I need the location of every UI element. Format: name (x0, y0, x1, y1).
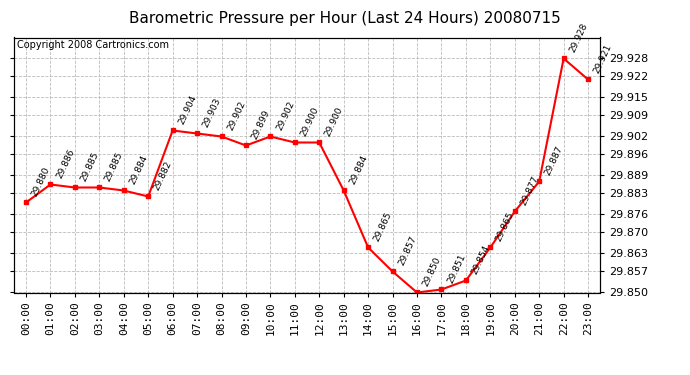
Text: 29.850: 29.850 (421, 256, 443, 288)
Text: 29.903: 29.903 (201, 97, 223, 129)
Text: 29.880: 29.880 (30, 166, 52, 198)
Text: 29.854: 29.854 (470, 244, 491, 276)
Text: 29.904: 29.904 (177, 94, 198, 126)
Text: 29.921: 29.921 (592, 43, 613, 75)
Text: Barometric Pressure per Hour (Last 24 Hours) 20080715: Barometric Pressure per Hour (Last 24 Ho… (129, 11, 561, 26)
Text: 29.885: 29.885 (104, 151, 125, 183)
Text: 29.877: 29.877 (519, 175, 540, 207)
Text: 29.884: 29.884 (128, 154, 149, 186)
Text: 29.928: 29.928 (568, 22, 589, 54)
Text: 29.865: 29.865 (495, 211, 516, 243)
Text: 29.902: 29.902 (226, 100, 247, 132)
Text: 29.887: 29.887 (543, 145, 565, 177)
Text: Copyright 2008 Cartronics.com: Copyright 2008 Cartronics.com (17, 40, 169, 50)
Text: 29.886: 29.886 (55, 148, 76, 180)
Text: 29.900: 29.900 (299, 106, 320, 138)
Text: 29.885: 29.885 (79, 151, 101, 183)
Text: 29.857: 29.857 (397, 235, 418, 267)
Text: 29.882: 29.882 (152, 160, 174, 192)
Text: 29.865: 29.865 (373, 211, 394, 243)
Text: 29.899: 29.899 (250, 109, 272, 141)
Text: 29.902: 29.902 (275, 100, 296, 132)
Text: 29.900: 29.900 (324, 106, 345, 138)
Text: 29.884: 29.884 (348, 154, 369, 186)
Text: 29.851: 29.851 (446, 253, 467, 285)
